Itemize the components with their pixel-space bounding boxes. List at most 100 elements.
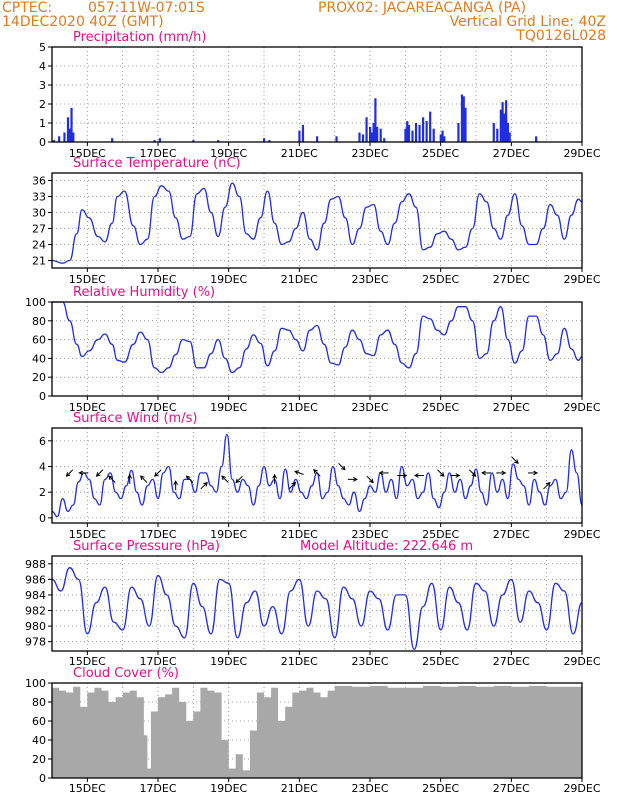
precip-bar [66,117,70,142]
precip-bar [418,124,421,142]
precip-bar [374,98,377,142]
x-tick-label: 17DEC [139,655,176,668]
y-tick-label: 980 [25,620,46,633]
wind-arrow [450,473,461,478]
wind-arrow [413,473,424,478]
x-tick-label: 17DEC [139,782,176,795]
panel-5: Cloud Cover (%) 0 20 40 60 80 100 15DEC 17DEC 19D… [25,666,601,795]
y-tick-label: 24 [32,239,46,252]
x-tick-label: 27DEC [493,782,530,795]
precip-bar [501,102,504,142]
precip-bar [58,136,61,142]
x-tick-label: 17DEC [139,401,176,414]
x-tick-label: 21DEC [281,528,318,541]
series-line [51,567,583,651]
wind-arrow [397,473,408,478]
x-tick-label: 19DEC [210,401,247,414]
x-tick-label: 29DEC [563,528,600,541]
cloud-area [52,685,582,778]
precip-bar [68,128,71,142]
x-tick-label: 15DEC [69,147,106,160]
y-tick-label: 100 [25,296,46,309]
y-tick-label: 0 [39,772,46,785]
precip-bar [443,136,446,142]
y-tick-label: 80 [32,696,46,709]
precip-bar [379,128,382,142]
x-tick-label: 27DEC [493,147,530,160]
x-tick-label: 17DEC [139,273,176,286]
precip-bar [422,117,425,142]
wind-arrow [221,475,229,483]
x-tick-label: 15DEC [69,528,106,541]
wind-arrow [65,469,74,477]
wind-arrow [366,475,374,484]
y-tick-label: 0 [39,136,46,149]
precip-bar [52,140,55,142]
x-tick-label: 19DEC [210,147,247,160]
y-tick-label: 80 [32,315,46,328]
precip-bar [432,128,435,142]
wind-arrow [127,473,133,484]
wind-arrow [200,481,208,490]
x-tick-label: 23DEC [351,401,388,414]
wind-arrow [108,475,116,483]
precip-bar [217,140,220,142]
precip-bar [406,121,409,142]
x-tick-label: 29DEC [563,401,600,414]
series-line [52,301,583,374]
wind-arrow [496,470,507,476]
x-tick-label: 29DEC [563,273,600,286]
precip-bar [298,130,301,142]
x-tick-label: 25DEC [422,147,459,160]
x-tick-label: 25DEC [422,528,459,541]
x-tick-label: 21DEC [281,401,318,414]
wind-arrow [543,481,551,490]
x-tick-label: 23DEC [351,147,388,160]
y-tick-label: 21 [32,255,46,268]
precip-bar [425,121,428,142]
precip-bar [457,123,460,142]
y-tick-label: 4 [39,461,46,474]
x-tick-label: 25DEC [422,273,459,286]
series-line [51,433,583,518]
y-tick-label: 0 [39,390,46,403]
precip-bar [505,100,508,142]
wind-arrow [78,470,89,476]
wind-arrow [468,469,477,477]
wind-arrow [272,473,277,484]
precip-bar [407,124,411,142]
x-tick-label: 21DEC [281,147,318,160]
header-model-code: TQ0126L028 [516,28,606,44]
y-tick-label: 20 [32,371,46,384]
panel-2: Relative Humidity (%) 0 20 40 60 80 100 15DEC 17… [25,285,601,414]
wind-arrow [288,481,297,490]
x-tick-label: 19DEC [210,528,247,541]
y-tick-label: 40 [32,734,46,747]
y-tick-label: 984 [25,589,46,602]
precip-bar [301,124,305,142]
x-tick-label: 25DEC [422,782,459,795]
y-tick-label: 33 [32,190,46,203]
y-tick-label: 27 [32,223,46,236]
precip-bar [63,132,66,142]
x-tick-label: 29DEC [563,655,600,668]
x-tick-label: 21DEC [281,782,318,795]
y-tick-label: 4 [39,60,46,73]
panel-frame [51,301,583,397]
y-tick-label: 982 [25,605,46,618]
precip-bar [153,140,156,142]
precip-bar [439,134,442,142]
wind-arrow [347,476,358,482]
x-tick-label: 29DEC [563,147,600,160]
header-grid-note: Vertical Grid Line: 40Z [449,14,606,30]
y-tick-label: 978 [25,636,46,649]
y-tick-label: 100 [25,677,46,690]
y-tick-label: 6 [39,435,46,448]
panel-title: Cloud Cover (%) [73,666,179,681]
wind-arrow [185,475,194,483]
x-tick-label: 15DEC [69,782,106,795]
y-tick-label: 988 [25,558,46,571]
precip-bar [460,94,464,142]
precip-bar [370,132,373,142]
